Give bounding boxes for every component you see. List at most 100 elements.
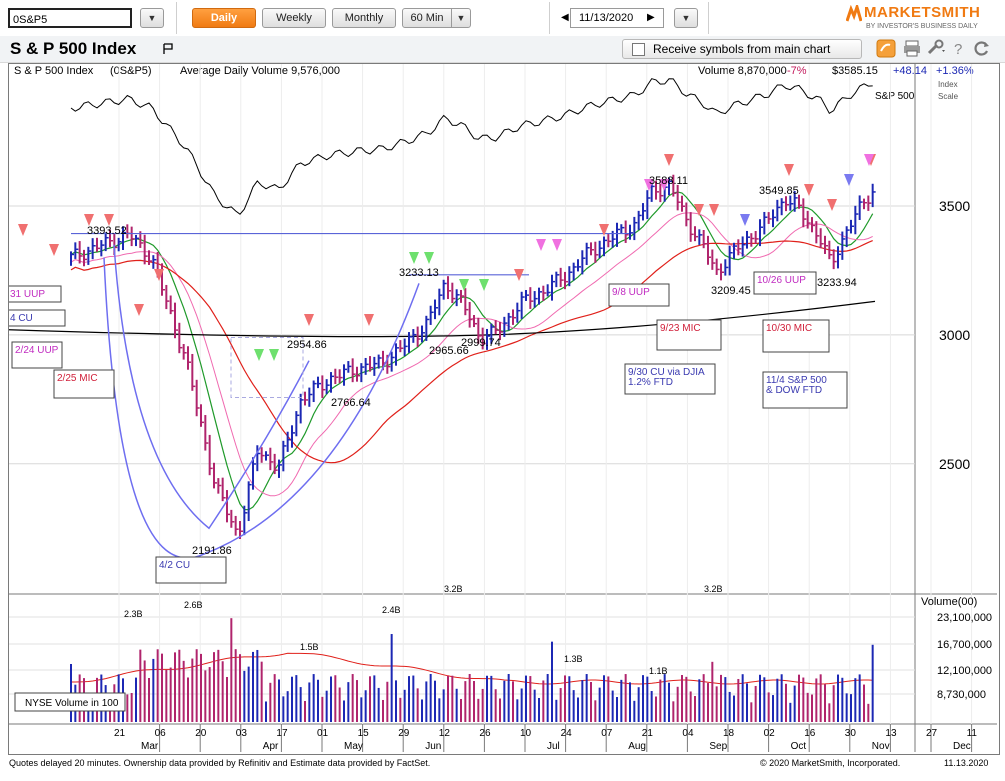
price-bar	[148, 250, 152, 265]
price-volume-chart[interactable]: 31 UUP 4 CU 2/24 UUP 2/25 MIC 4/2 CU 9/8 UUP 9…	[9, 64, 997, 752]
volume-bar	[772, 695, 774, 722]
volume-bar	[455, 688, 458, 722]
annotation-frame	[608, 283, 670, 307]
month-label: Jul	[547, 741, 560, 752]
volume-bar	[607, 676, 610, 722]
price-bar	[455, 289, 460, 307]
volume-bar	[564, 675, 566, 722]
price-bar	[507, 312, 512, 331]
chart-panel[interactable]	[8, 63, 1000, 755]
volume-bar	[152, 658, 155, 722]
volume-label: 2.4B	[382, 605, 401, 615]
volume-bar	[416, 688, 419, 722]
volume-bar	[204, 670, 207, 722]
month-label: Nov	[872, 741, 890, 752]
price-bar	[100, 240, 105, 257]
moving-averages	[9, 78, 876, 685]
weekly-button[interactable]: Weekly	[262, 8, 326, 28]
monthly-button[interactable]: Monthly	[332, 8, 396, 28]
price-bar	[806, 210, 811, 229]
date-tick-label: 15	[358, 728, 370, 739]
share-icon[interactable]	[876, 38, 896, 60]
volume-bar	[169, 667, 172, 722]
volume-bar	[516, 699, 519, 722]
receive-symbols-checkbox[interactable]	[632, 43, 645, 56]
price-bar	[832, 249, 837, 270]
chart-symbol-name: S & P 500 Index	[14, 65, 94, 77]
prev-date-icon[interactable]: ◀	[561, 12, 569, 23]
price-bar	[126, 224, 131, 239]
volume-bar	[785, 683, 787, 722]
annotation-text: 2/24 UUP	[15, 345, 59, 356]
print-icon[interactable]	[902, 38, 922, 60]
volume-bar	[529, 676, 532, 722]
volume-axis-label: 8,730,000	[937, 689, 986, 701]
sell-signal-icon	[18, 224, 28, 236]
help-icon[interactable]: ?	[952, 38, 972, 60]
top-toolbar: 0S&P5 ▼ Daily Weekly Monthly 60 Min ▼ ◀ …	[0, 0, 1005, 37]
volume-bar	[334, 675, 337, 722]
price-bar	[187, 346, 191, 370]
date-value[interactable]: 11/13/2020	[579, 12, 634, 24]
volume-bar	[854, 678, 857, 722]
month-label: Mar	[141, 741, 159, 752]
price-bar	[503, 316, 508, 337]
next-date-icon[interactable]: ▶	[647, 12, 655, 23]
volume-bar	[208, 667, 211, 722]
settings-tools-icon[interactable]	[926, 38, 946, 60]
chevron-down-icon: ▼	[147, 13, 157, 23]
volume-bar	[724, 677, 727, 722]
volume-bar	[551, 641, 553, 722]
annotation-text: 1.2% FTD	[628, 377, 673, 388]
ma-10-day	[70, 191, 874, 511]
price-bar	[338, 369, 343, 384]
volume-bar	[850, 694, 852, 722]
base-box	[230, 336, 304, 398]
symbol-dropdown-button[interactable]: ▼	[140, 8, 164, 28]
60-min-button[interactable]: 60 Min	[402, 8, 452, 28]
volume-bar	[668, 682, 670, 722]
ma-50-day	[70, 240, 873, 464]
price-bar	[559, 267, 564, 287]
receive-symbols-toggle[interactable]: Receive symbols from main chart	[622, 39, 862, 59]
price-label: 2766.64	[331, 397, 371, 409]
ftd-signal-icon	[740, 214, 750, 226]
date-dropdown-button[interactable]: ▼	[674, 8, 698, 28]
copyright: © 2020 MarketSmith, Incorporated.	[760, 758, 901, 768]
price-bar	[841, 231, 846, 260]
price-bar	[464, 288, 469, 316]
price-bar	[715, 258, 720, 275]
price-bar	[642, 203, 646, 221]
price-bar	[793, 190, 798, 212]
chevron-down-icon: ▼	[456, 13, 466, 23]
price-bar	[152, 255, 157, 269]
volume-bar	[148, 677, 150, 722]
volume-bar	[733, 695, 735, 722]
price-bar	[542, 285, 547, 301]
volume-bar	[325, 690, 328, 722]
date-selector[interactable]: ◀ 11/13/2020 ▶	[561, 8, 664, 28]
sell-signal-icon	[784, 164, 794, 176]
volume-bar	[581, 680, 584, 722]
price-label: 3233.13	[399, 267, 439, 279]
price-bar	[295, 411, 300, 437]
volume-bar	[278, 679, 280, 722]
price-bar	[321, 375, 326, 398]
price-bar	[863, 198, 867, 210]
volume-bar	[477, 698, 480, 722]
volume-bar	[598, 687, 601, 722]
volume-bar	[832, 685, 835, 722]
volume-bar	[438, 698, 441, 722]
price-bar	[373, 356, 378, 376]
refresh-icon[interactable]	[972, 38, 992, 60]
symbol-input[interactable]: 0S&P5	[8, 8, 132, 28]
price-bar	[429, 305, 434, 325]
price-axis-label: 2500	[939, 456, 970, 472]
daily-button[interactable]: Daily	[192, 8, 256, 28]
volume-bar	[603, 675, 605, 722]
price-bar	[377, 354, 382, 369]
month-label: Dec	[953, 741, 971, 752]
flag-icon[interactable]	[162, 43, 174, 55]
volume-bar	[538, 697, 540, 722]
intraday-dropdown-button[interactable]: ▼	[451, 8, 471, 28]
